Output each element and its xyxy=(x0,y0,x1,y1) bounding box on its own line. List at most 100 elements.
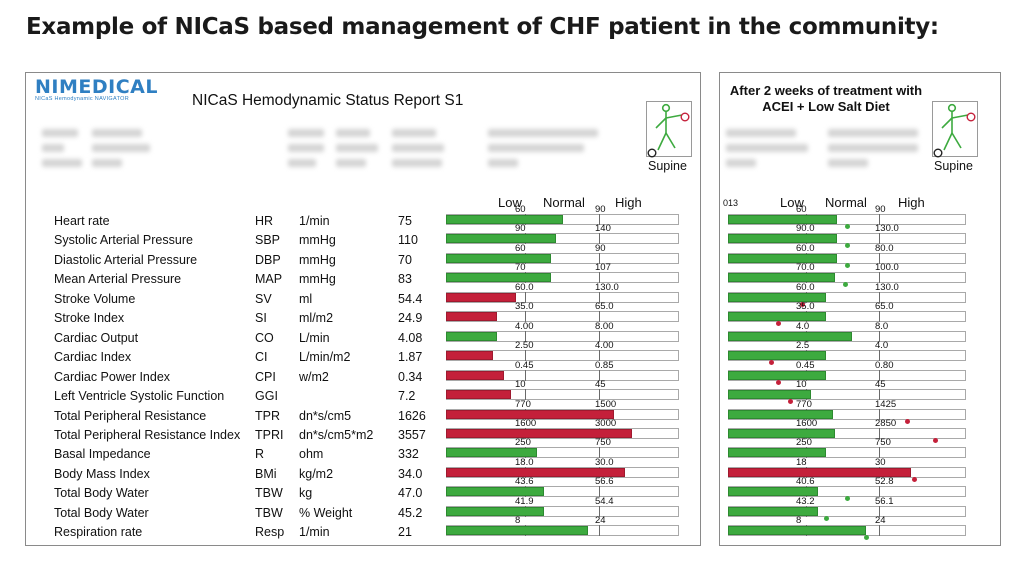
parameter-name: Left Ventricle Systolic Function xyxy=(54,389,225,404)
value-bar xyxy=(446,390,511,400)
range-low-value: 35.0 xyxy=(515,301,534,313)
range-high-value: 45 xyxy=(595,379,606,391)
report-panel-before: NIMEDICAL NICaS Hemodynamic NAVIGATOR NI… xyxy=(25,72,701,546)
range-high-value: 90 xyxy=(595,242,606,254)
range-low-value: 1600 xyxy=(796,417,818,429)
parameter-value: 83 xyxy=(398,272,412,287)
range-low-value: 60 xyxy=(515,204,526,215)
range-low-value: 70 xyxy=(515,262,526,274)
parameter-abbreviation: HR xyxy=(255,214,274,228)
normal-high-tick xyxy=(879,389,880,401)
parameter-name: Cardiac Power Index xyxy=(54,369,171,384)
current-value-marker xyxy=(911,476,917,482)
range-high-value: 54.4 xyxy=(595,495,614,507)
current-value-marker xyxy=(845,243,850,249)
range-low-value: 250 xyxy=(796,437,812,449)
parameter-value: 4.08 xyxy=(398,330,423,345)
normal-high-tick xyxy=(879,311,880,323)
value-bar xyxy=(728,234,837,244)
parameter-value: 24.9 xyxy=(398,311,423,326)
normal-high-tick xyxy=(879,447,880,459)
value-bar xyxy=(446,351,493,361)
supine-figure-icon xyxy=(933,103,976,158)
range-high-value: 750 xyxy=(595,437,611,449)
range-high-value: 24 xyxy=(875,515,886,527)
current-value-marker xyxy=(823,515,829,521)
value-bar xyxy=(446,234,556,244)
parameter-unit: L/min/m2 xyxy=(299,350,351,365)
parameter-abbreviation: CPI xyxy=(255,369,276,384)
range-low-value: 18.0 xyxy=(515,456,534,468)
parameter-unit: ml xyxy=(299,291,313,306)
range-low-value: 90.0 xyxy=(796,223,815,235)
range-high-value: 52.8 xyxy=(875,476,894,488)
parameter-unit: mmHg xyxy=(299,252,336,267)
normal-high-tick xyxy=(599,214,600,225)
range-high-value: 8.00 xyxy=(595,320,614,332)
parameter-abbreviation: TBW xyxy=(255,505,283,520)
normal-high-tick xyxy=(879,291,880,303)
range-low-value: 250 xyxy=(515,437,531,449)
value-bar xyxy=(446,312,497,322)
parameter-abbreviation: TPR xyxy=(255,408,280,423)
range-high-value: 65.0 xyxy=(875,301,894,313)
normal-high-tick xyxy=(879,330,880,342)
normal-high-tick xyxy=(879,408,880,420)
normal-high-tick xyxy=(599,291,600,303)
scale-normal-label: Normal xyxy=(825,195,867,210)
value-bar xyxy=(446,215,563,224)
parameter-value: 54.4 xyxy=(398,291,423,306)
value-bar xyxy=(446,506,544,516)
parameter-name: Stroke Volume xyxy=(54,291,136,306)
parameter-name: Basal Impedance xyxy=(54,447,151,462)
range-high-value: 30 xyxy=(875,456,886,468)
normal-low-tick xyxy=(525,291,526,303)
normal-high-tick xyxy=(599,486,600,498)
range-high-value: 107 xyxy=(595,262,611,274)
scale-low-label: Low xyxy=(498,195,522,210)
parameter-unit: mmHg xyxy=(299,233,336,248)
parameter-name: Stroke Index xyxy=(54,311,125,326)
value-bar xyxy=(728,273,835,283)
normal-high-tick xyxy=(599,525,600,537)
logo-subtitle: NICaS Hemodynamic NAVIGATOR xyxy=(35,96,129,102)
parameter-name: Systolic Arterial Pressure xyxy=(54,233,193,248)
range-low-value: 770 xyxy=(515,398,531,410)
parameter-value: 3557 xyxy=(398,427,426,442)
normal-high-tick xyxy=(599,272,600,284)
scale-high-label: High xyxy=(615,195,642,210)
normal-high-tick xyxy=(879,486,880,498)
current-value-marker xyxy=(775,379,781,385)
parameter-unit: dn*s/cm5 xyxy=(299,408,352,423)
parameter-unit: L/min xyxy=(299,330,330,345)
range-low-value: 18 xyxy=(796,456,807,468)
parameter-unit: ohm xyxy=(299,447,324,462)
normal-high-tick xyxy=(879,252,880,264)
range-high-value: 0.85 xyxy=(595,359,614,371)
parameter-value: 45.2 xyxy=(398,505,423,520)
parameter-value: 1.87 xyxy=(398,350,423,365)
parameter-unit: mmHg xyxy=(299,272,336,287)
normal-high-tick xyxy=(599,447,600,459)
normal-high-tick xyxy=(879,272,880,284)
parameter-value: 7.2 xyxy=(398,389,416,404)
current-value-marker xyxy=(845,224,850,229)
parameter-abbreviation: DBP xyxy=(255,252,281,267)
value-bar xyxy=(446,409,614,419)
range-low-value: 2.5 xyxy=(796,340,810,352)
range-low-value: 40.6 xyxy=(796,476,815,488)
logo-text: NIMEDICAL xyxy=(35,76,158,98)
parameter-unit: kg/m2 xyxy=(299,466,334,481)
range-low-value: 60.0 xyxy=(515,281,534,293)
parameter-abbreviation: SBP xyxy=(255,233,281,248)
current-value-marker xyxy=(933,437,939,443)
parameter-value: 70 xyxy=(398,252,412,267)
value-bar xyxy=(446,526,588,536)
value-bar xyxy=(728,428,835,438)
value-bar xyxy=(728,312,826,322)
value-bar xyxy=(728,215,837,224)
posture-label: Supine xyxy=(648,159,687,173)
range-low-value: 8 xyxy=(796,515,802,527)
parameter-abbreviation: BMi xyxy=(255,466,277,481)
range-high-value: 30.0 xyxy=(595,456,614,468)
